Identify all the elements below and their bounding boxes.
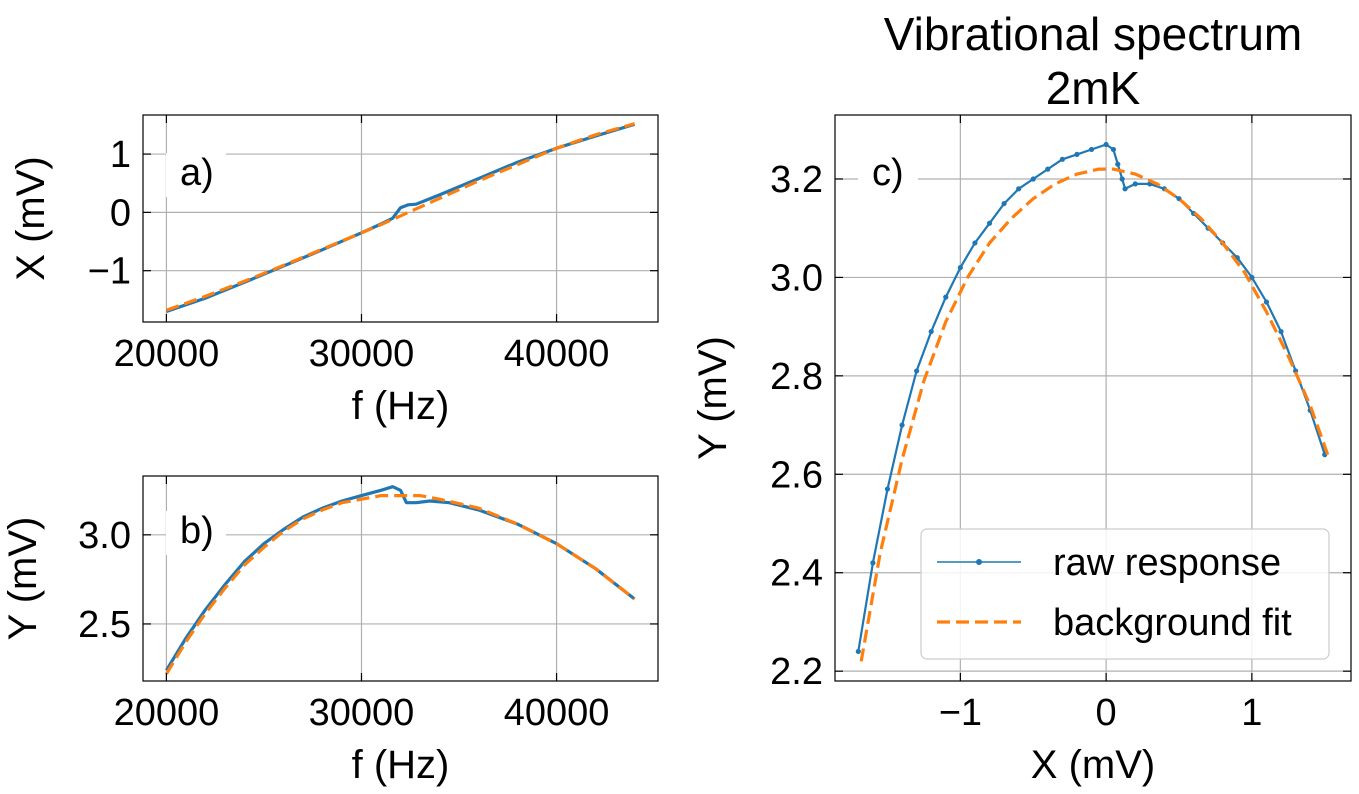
series-raw-line bbox=[857, 143, 1326, 652]
legend-swatch-raw-marker bbox=[976, 559, 982, 565]
panel-label-box bbox=[166, 153, 226, 197]
series-raw-point bbox=[1045, 166, 1051, 172]
axes-frame bbox=[142, 114, 659, 323]
axes-frame bbox=[142, 475, 659, 682]
series-raw-point bbox=[1030, 176, 1036, 182]
series-raw-line bbox=[165, 485, 636, 672]
series-fit-line bbox=[859, 167, 1330, 662]
y-tick-label: 3.2 bbox=[770, 159, 823, 201]
plot-area bbox=[165, 485, 636, 675]
x-tick-label: 30000 bbox=[309, 692, 415, 734]
y-tick-label: −1 bbox=[88, 251, 131, 293]
legend-box bbox=[920, 528, 1330, 660]
y-tick-label: 2.4 bbox=[770, 553, 823, 595]
y-axis-label: Y (mV) bbox=[1, 517, 45, 641]
y-tick-label: 1 bbox=[110, 134, 131, 176]
x-axis-label: f (Hz) bbox=[352, 743, 450, 787]
legend-label-raw: raw response bbox=[1053, 542, 1281, 584]
y-tick-label: 2.5 bbox=[78, 604, 131, 646]
plot-area bbox=[165, 122, 636, 314]
series-raw-line bbox=[165, 122, 636, 314]
series-fit-line bbox=[165, 122, 636, 312]
series-raw-point bbox=[1074, 151, 1080, 157]
series-raw-point bbox=[986, 220, 993, 226]
y-tick-label: 2.8 bbox=[770, 356, 823, 398]
y-axis-label: Y (mV) bbox=[691, 336, 735, 460]
series-raw-point bbox=[1016, 186, 1022, 192]
panel-label-box bbox=[166, 511, 226, 555]
panel-label: c) bbox=[872, 152, 904, 194]
series-raw-point bbox=[928, 328, 934, 335]
series-raw-point bbox=[1103, 141, 1109, 148]
panel-label: a) bbox=[180, 152, 214, 194]
series-raw-point bbox=[943, 294, 949, 300]
x-tick-label: 0 bbox=[1096, 692, 1117, 734]
x-axis-label: X (mV) bbox=[1031, 743, 1155, 787]
series-raw-point bbox=[1278, 328, 1284, 335]
x-tick-label: 40000 bbox=[504, 692, 610, 734]
series-fit-line bbox=[165, 494, 636, 675]
x-tick-label: 20000 bbox=[114, 333, 220, 375]
series-raw-point bbox=[884, 486, 891, 492]
x-tick-label: 20000 bbox=[114, 692, 220, 734]
chart-title: Vibrational spectrum bbox=[884, 8, 1302, 60]
plot-area bbox=[855, 141, 1330, 662]
panel-label-box bbox=[858, 153, 918, 197]
series-raw-point bbox=[1249, 274, 1255, 281]
series-raw-point bbox=[899, 422, 905, 428]
series-raw-point bbox=[1088, 146, 1095, 153]
series-raw-point bbox=[914, 368, 920, 374]
series-raw-point bbox=[1115, 161, 1121, 167]
y-tick-label: 3.0 bbox=[78, 515, 131, 557]
y-tick-label: 3.0 bbox=[770, 257, 823, 299]
x-tick-label: 1 bbox=[1241, 692, 1262, 734]
y-axis-label: X (mV) bbox=[9, 156, 53, 280]
series-raw-point bbox=[1110, 146, 1117, 153]
x-tick-label: 40000 bbox=[504, 333, 610, 375]
series-raw-point bbox=[855, 648, 861, 655]
series-raw-point bbox=[972, 240, 978, 246]
y-tick-label: 0 bbox=[110, 192, 131, 234]
chart-panel-b: 20000 30000 40000 2.5 3.0 f (Hz) Y (mV) b) bbox=[1, 475, 659, 787]
series-raw-point bbox=[1263, 299, 1270, 305]
series-raw-point bbox=[1119, 176, 1125, 182]
x-axis-label: f (Hz) bbox=[352, 384, 450, 428]
x-tick-label: −1 bbox=[939, 692, 982, 734]
chart-panel-c: −1 0 1 2.2 2.4 2.6 2.8 3.0 3.2 X (mV) Y (mV) c) Vibr… bbox=[691, 8, 1352, 787]
axes-frame bbox=[834, 114, 1352, 682]
series-raw-point bbox=[957, 264, 963, 271]
legend-label-fit: background fit bbox=[1053, 602, 1292, 644]
series-raw-point bbox=[1059, 156, 1065, 162]
y-tick-label: 2.6 bbox=[770, 454, 823, 496]
y-tick-label: 2.2 bbox=[770, 651, 823, 693]
legend: raw response background fit bbox=[920, 528, 1330, 660]
series-raw-point bbox=[1122, 186, 1128, 192]
chart-panel-a: 20000 30000 40000 −1 0 1 f (Hz) X (mV) a) bbox=[9, 114, 659, 428]
chart-subtitle: 2mK bbox=[1046, 62, 1141, 114]
series-raw-point bbox=[870, 560, 876, 566]
series-raw-point bbox=[1001, 200, 1007, 207]
series-raw-point bbox=[1132, 181, 1138, 187]
panel-label: b) bbox=[180, 510, 214, 552]
x-tick-label: 30000 bbox=[309, 333, 415, 375]
